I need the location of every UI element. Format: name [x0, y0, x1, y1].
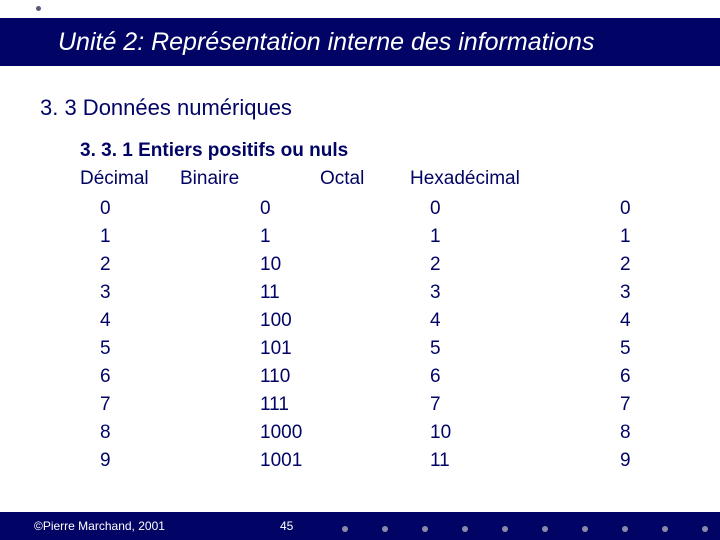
cell-oct: 0 [430, 198, 441, 220]
table-row: 4 100 4 4 [80, 310, 700, 338]
subsection-title: 3. 3. 1 Entiers positifs ou nuls [80, 140, 348, 162]
cell-dec: 3 [100, 282, 111, 304]
cell-dec: 8 [100, 422, 111, 444]
cell-bin: 1001 [260, 450, 302, 472]
cell-oct: 5 [430, 338, 441, 360]
cell-oct: 10 [430, 422, 451, 444]
header-decimal: Décimal [80, 168, 149, 190]
table-row: 0 0 0 0 [80, 198, 700, 226]
cell-dec: 2 [100, 254, 111, 276]
cell-oct: 4 [430, 310, 441, 332]
cell-oct: 7 [430, 394, 441, 416]
cell-bin: 100 [260, 310, 292, 332]
table-row: 3 11 3 3 [80, 282, 700, 310]
bullet-dot-icon [36, 6, 41, 11]
cell-hex: 3 [620, 282, 631, 304]
cell-bin: 10 [260, 254, 281, 276]
section-title: 3. 3 Données numériques [40, 95, 292, 121]
cell-dec: 6 [100, 366, 111, 388]
bullet-dot-icon [542, 526, 548, 532]
cell-bin: 111 [260, 394, 289, 416]
table-row: 1 1 1 1 [80, 226, 700, 254]
footer-bar: ©Pierre Marchand, 2001 45 [0, 512, 720, 540]
bullet-dot-icon [702, 526, 708, 532]
bullet-dot-icon [382, 526, 388, 532]
table-row: 2 10 2 2 [80, 254, 700, 282]
bullet-dot-icon [622, 526, 628, 532]
cell-bin: 101 [260, 338, 292, 360]
table-row: 8 1000 10 8 [80, 422, 700, 450]
bullet-dot-icon [462, 526, 468, 532]
cell-dec: 9 [100, 450, 111, 472]
cell-bin: 1000 [260, 422, 302, 444]
cell-bin: 11 [260, 282, 280, 304]
bullet-dot-icon [342, 526, 348, 532]
table-row: 7 111 7 7 [80, 394, 700, 422]
page-number: 45 [280, 519, 293, 533]
cell-hex: 7 [620, 394, 631, 416]
cell-oct: 6 [430, 366, 441, 388]
slide-title: Unité 2: Représentation interne des info… [58, 28, 594, 57]
cell-hex: 2 [620, 254, 631, 276]
bullet-dot-icon [582, 526, 588, 532]
cell-hex: 5 [620, 338, 631, 360]
cell-bin: 0 [260, 198, 271, 220]
cell-dec: 5 [100, 338, 111, 360]
cell-hex: 8 [620, 422, 631, 444]
copyright-text: ©Pierre Marchand, 2001 [0, 519, 165, 533]
cell-hex: 1 [620, 226, 631, 248]
bullet-dot-icon [662, 526, 668, 532]
cell-bin: 1 [260, 226, 271, 248]
cell-hex: 0 [620, 198, 631, 220]
cell-hex: 9 [620, 450, 631, 472]
cell-oct: 2 [430, 254, 441, 276]
cell-dec: 4 [100, 310, 111, 332]
title-band: Unité 2: Représentation interne des info… [0, 18, 720, 66]
footer-bullets [342, 526, 708, 532]
table-row: 9 1001 11 9 [80, 450, 700, 478]
cell-oct: 3 [430, 282, 441, 304]
table-row: 6 110 6 6 [80, 366, 700, 394]
table-row: 5 101 5 5 [80, 338, 700, 366]
cell-dec: 0 [100, 198, 111, 220]
bullet-dot-icon [502, 526, 508, 532]
cell-oct: 1 [430, 226, 441, 248]
cell-dec: 7 [100, 394, 111, 416]
cell-hex: 4 [620, 310, 631, 332]
number-table: 0000111121022311334100445101556110667111… [80, 198, 700, 478]
bullet-dot-icon [422, 526, 428, 532]
cell-oct: 11 [430, 450, 450, 472]
header-hexadecimal: Hexadécimal [410, 168, 520, 190]
header-binaire: Binaire [180, 168, 239, 190]
cell-hex: 6 [620, 366, 631, 388]
header-octal: Octal [320, 168, 364, 190]
cell-dec: 1 [100, 226, 111, 248]
cell-bin: 110 [260, 366, 290, 388]
